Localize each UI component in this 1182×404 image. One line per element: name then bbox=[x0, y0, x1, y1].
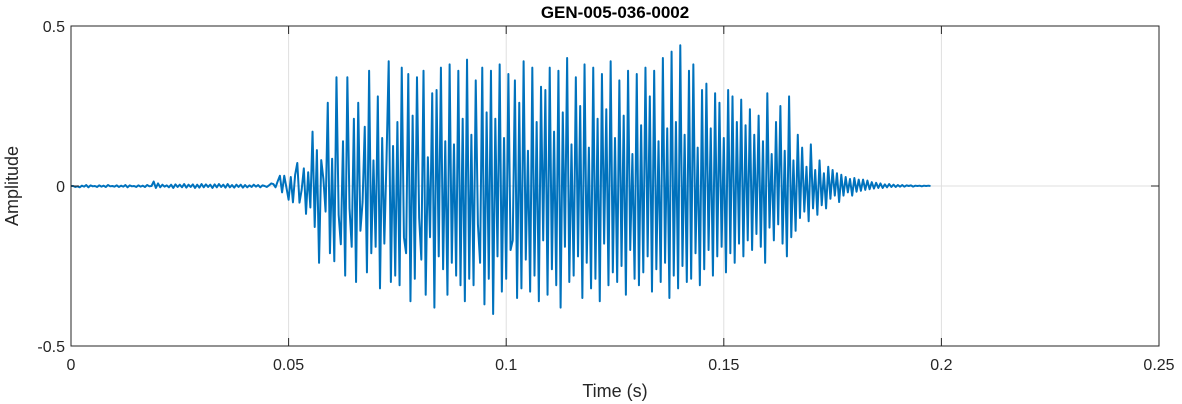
y-tick-label: 0 bbox=[56, 179, 65, 196]
y-tick-label: -0.5 bbox=[37, 339, 65, 356]
y-tick-labels: -0.5 0 0.5 bbox=[37, 19, 65, 356]
x-tick-label: 0.25 bbox=[1143, 357, 1174, 374]
x-tick-label: 0.1 bbox=[495, 357, 517, 374]
x-tick-label: 0.05 bbox=[273, 357, 304, 374]
x-tick-label: 0.15 bbox=[708, 357, 739, 374]
chart-title: GEN-005-036-0002 bbox=[541, 3, 689, 22]
y-tick-label: 0.5 bbox=[43, 19, 65, 36]
tick-marks bbox=[70, 25, 1160, 347]
x-axis-label: Time (s) bbox=[582, 381, 647, 401]
x-tick-label: 0.2 bbox=[930, 357, 952, 374]
x-tick-labels: 0 0.05 0.1 0.15 0.2 0.25 bbox=[67, 357, 1175, 374]
y-axis-label: Amplitude bbox=[2, 146, 22, 226]
waveform-line bbox=[71, 44, 931, 315]
x-tick-label: 0 bbox=[67, 357, 76, 374]
